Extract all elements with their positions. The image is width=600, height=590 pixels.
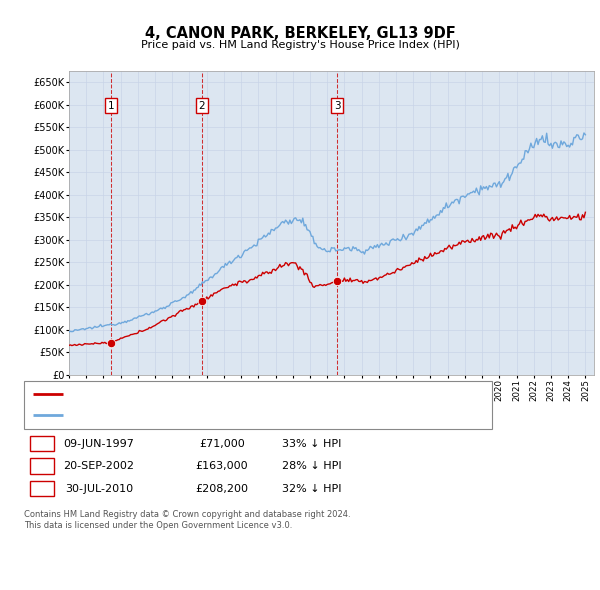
Text: Price paid vs. HM Land Registry's House Price Index (HPI): Price paid vs. HM Land Registry's House … — [140, 40, 460, 50]
Text: 3: 3 — [334, 101, 340, 111]
Text: 32% ↓ HPI: 32% ↓ HPI — [282, 484, 342, 493]
Text: £208,200: £208,200 — [196, 484, 248, 493]
Text: 33% ↓ HPI: 33% ↓ HPI — [283, 439, 341, 448]
Text: £71,000: £71,000 — [199, 439, 245, 448]
Text: £163,000: £163,000 — [196, 461, 248, 471]
Text: 09-JUN-1997: 09-JUN-1997 — [64, 439, 134, 448]
Text: 30-JUL-2010: 30-JUL-2010 — [65, 484, 133, 493]
Text: 4, CANON PARK, BERKELEY, GL13 9DF (detached house): 4, CANON PARK, BERKELEY, GL13 9DF (detac… — [69, 389, 362, 399]
Text: HPI: Average price, detached house, Stroud: HPI: Average price, detached house, Stro… — [69, 411, 296, 421]
Text: 28% ↓ HPI: 28% ↓ HPI — [282, 461, 342, 471]
Text: 4, CANON PARK, BERKELEY, GL13 9DF: 4, CANON PARK, BERKELEY, GL13 9DF — [145, 26, 455, 41]
Text: 1: 1 — [107, 101, 115, 111]
Text: Contains HM Land Registry data © Crown copyright and database right 2024.
This d: Contains HM Land Registry data © Crown c… — [24, 510, 350, 530]
Text: 1: 1 — [38, 439, 46, 448]
Text: 2: 2 — [199, 101, 205, 111]
Text: 20-SEP-2002: 20-SEP-2002 — [64, 461, 134, 471]
Text: 2: 2 — [38, 461, 46, 471]
Text: 3: 3 — [38, 484, 46, 493]
